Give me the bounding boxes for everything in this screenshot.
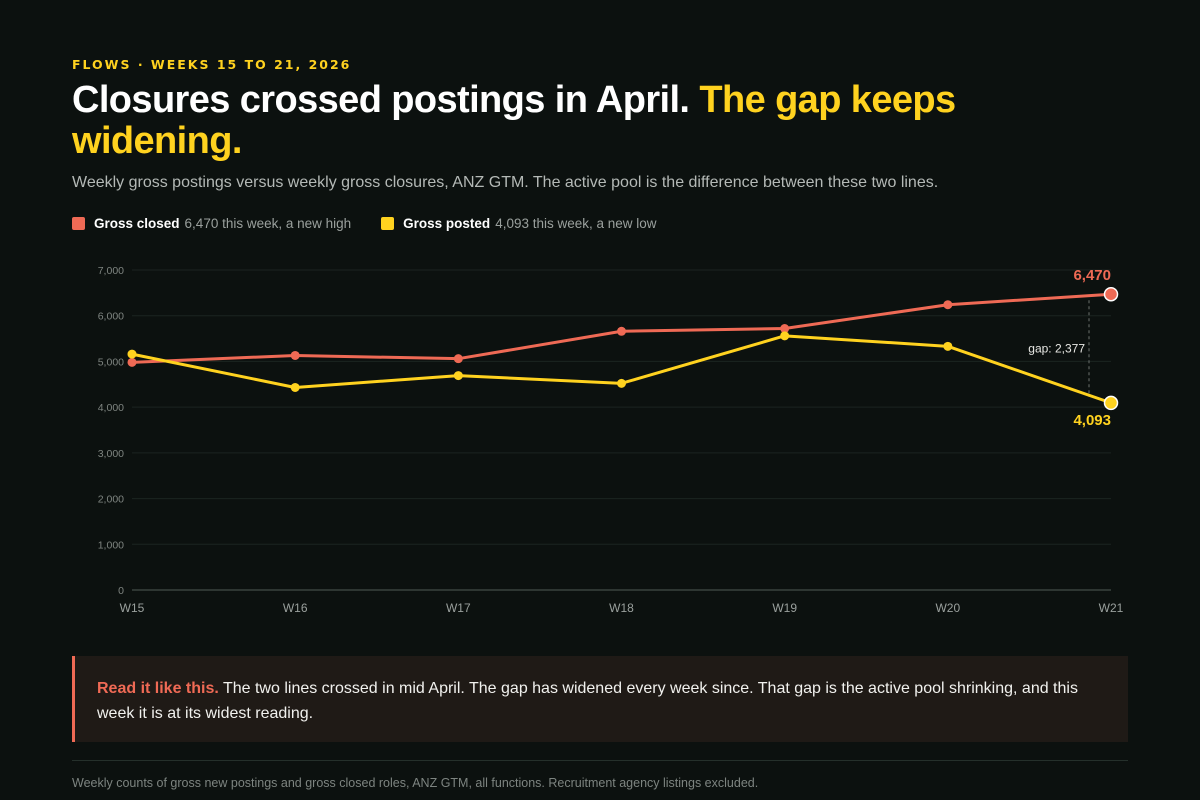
data-point-posted [127,349,137,359]
legend-desc-closed: 6,470 this week, a new high [184,216,352,231]
end-label-posted: 4,093 [1073,412,1111,429]
data-point-posted [780,331,790,341]
data-point-closed [943,300,953,310]
legend: Gross closed 6,470 this week, a new high… [72,216,657,231]
y-tick-label: 1,000 [98,539,124,551]
legend-desc-posted: 4,093 this week, a new low [495,216,657,231]
data-point-closed [1103,286,1119,302]
data-point-posted [1103,395,1119,411]
gap-label: gap: 2,377 [1028,342,1085,356]
note-lead: Read it like this. [97,680,219,697]
data-point-posted [290,382,300,392]
data-point-closed [780,324,790,334]
y-tick-label: 3,000 [98,448,124,460]
y-tick-label: 0 [118,585,124,597]
headline: Closures crossed postings in April. The … [72,80,1072,162]
footnote: Weekly counts of gross new postings and … [72,776,759,790]
footer-divider [72,760,1128,761]
headline-main: Closures crossed postings in April. [72,79,700,121]
data-point-closed [453,354,463,364]
legend-item-posted: Gross posted 4,093 this week, a new low [381,216,657,231]
x-tick-label: W21 [1099,601,1124,615]
headline-highlight: The gap keeps widening. [72,79,956,162]
series-line-posted [130,334,1113,405]
data-point-posted [617,378,626,388]
x-tick-label: W16 [283,601,308,615]
y-tick-label: 4,000 [98,402,124,414]
y-tick-label: 5,000 [98,356,124,368]
data-point-closed [290,350,300,360]
line-chart: 0 1,000 2,000 3,000 4,000 5,000 6,000 7,000 W15 W… [98,265,1124,615]
data-point-closed [617,326,626,336]
x-tick-label: W19 [772,601,797,615]
y-tick-label: 7,000 [98,265,124,277]
legend-swatch-posted [381,217,395,230]
legend-name-closed: Gross closed [94,216,180,231]
legend-swatch-closed [72,217,85,230]
callout-note: Read it like this. The two lines crossed… [72,656,1128,742]
x-tick-label: W15 [120,601,145,615]
end-label-closed: 6,470 [1073,267,1111,284]
y-tick-label: 2,000 [98,494,124,506]
x-tick-label: W18 [609,601,634,615]
x-tick-label: W20 [935,601,960,615]
legend-name-posted: Gross posted [403,216,491,231]
subtitle: Weekly gross postings versus weekly gros… [72,174,939,191]
eyebrow: FLOWS · WEEKS 15 TO 21, 2026 [72,57,352,72]
x-tick-label: W17 [446,601,471,615]
legend-item-closed: Gross closed 6,470 this week, a new high [72,216,351,231]
data-point-posted [943,341,953,351]
y-tick-label: 6,000 [98,311,124,323]
data-point-posted [453,371,463,381]
note-body: The two lines crossed in mid April. The … [97,680,1078,722]
data-point-closed [127,357,137,367]
